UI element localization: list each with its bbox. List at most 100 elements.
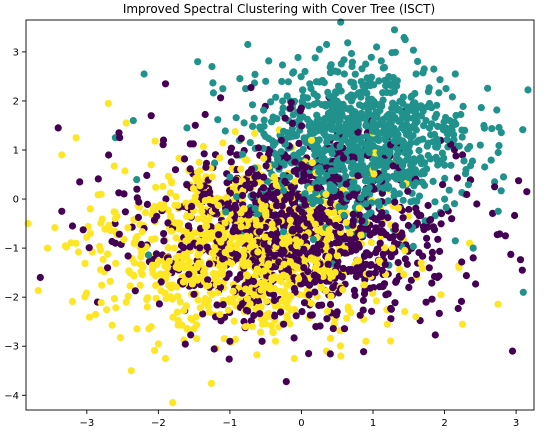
scatter-point-series-2 [169,399,177,407]
scatter-point-series-1 [293,152,301,160]
scatter-point-series-1 [391,114,399,122]
scatter-point-series-2 [367,238,375,246]
scatter-point-series-1 [373,43,381,51]
scatter-point-series-0 [403,260,411,268]
scatter-point-series-1 [357,109,365,117]
scatter-point-series-1 [401,36,409,44]
scatter-point-series-1 [351,136,359,144]
scatter-point-series-0 [217,317,225,325]
scatter-point-series-0 [326,350,334,358]
scatter-point-series-0 [349,210,357,218]
scatter-point-series-2 [160,201,168,209]
scatter-point-series-1 [415,192,424,200]
scatter-point-series-0 [187,331,195,339]
scatter-point-series-1 [487,156,495,164]
scatter-point-series-1 [320,146,328,154]
scatter-point-series-2 [147,323,155,331]
scatter-point-series-2 [278,297,286,305]
scatter-point-series-1 [442,85,450,93]
scatter-point-series-2 [241,323,250,331]
scatter-point-series-1 [362,60,370,68]
scatter-point-series-0 [203,243,211,251]
scatter-point-series-2 [193,262,201,270]
scatter-point-series-0 [301,233,309,241]
scatter-point-series-0 [280,196,289,204]
scatter-point-series-2 [106,277,114,285]
scatter-point-series-2 [268,220,276,228]
scatter-point-series-2 [183,212,191,221]
scatter-point-series-0 [191,121,199,129]
scatter-point-series-2 [230,317,238,325]
scatter-point-series-2 [172,234,180,242]
scatter-point-series-0 [336,223,344,232]
scatter-point-series-1 [376,149,384,157]
scatter-point-series-0 [54,124,62,132]
scatter-point-series-1 [431,113,439,121]
scatter-point-series-0 [284,265,292,273]
scatter-point-series-0 [425,264,433,272]
scatter-point-series-1 [379,89,387,97]
scatter-point-series-1 [140,70,148,78]
scatter-point-series-0 [437,210,446,218]
scatter-point-series-0 [516,256,525,264]
scatter-point-series-2 [110,295,118,303]
scatter-point-series-2 [370,170,378,178]
scatter-point-series-1 [278,61,287,69]
axes-frame [25,19,535,411]
scatter-point-series-1 [262,77,270,85]
scatter-point-series-1 [249,122,257,130]
scatter-point-series-0 [297,177,306,185]
scatter-point-series-2 [122,298,130,306]
x-tick-label: 0 [298,418,304,429]
scatter-point-series-1 [464,181,472,189]
scatter-point-series-0 [150,216,158,224]
scatter-point-series-1 [320,79,328,87]
scatter-point-series-0 [215,231,223,239]
scatter-point-series-0 [225,355,233,363]
scatter-point-series-2 [193,335,201,343]
scatter-point-series-0 [349,221,357,229]
scatter-point-series-1 [335,82,343,90]
scatter-point-series-0 [300,214,308,222]
scatter-point-series-2 [243,295,251,303]
scatter-point-series-0 [248,165,256,173]
scatter-point-series-0 [105,151,113,159]
scatter-point-series-0 [219,255,227,263]
scatter-point-series-0 [300,299,309,307]
scatter-point-series-1 [359,161,367,169]
scatter-point-series-0 [287,183,295,191]
scatter-point-series-1 [265,134,273,143]
scatter-point-series-1 [365,149,373,157]
scatter-point-series-2 [174,201,182,209]
scatter-point-series-1 [409,242,417,250]
scatter-point-series-1 [363,170,371,178]
scatter-point-series-2 [137,253,145,261]
scatter-point-series-1 [441,195,449,203]
scatter-point-series-0 [313,184,321,192]
scatter-point-series-2 [400,270,408,279]
scatter-point-series-2 [231,335,239,344]
scatter-point-series-1 [499,173,508,181]
scatter-point-series-1 [439,126,447,134]
scatter-point-series-0 [463,190,471,199]
scatter-point-series-2 [383,320,391,328]
scatter-point-series-1 [248,101,257,109]
y-tick-label: −1 [4,244,19,255]
scatter-point-series-1 [251,205,259,213]
scatter-point-series-0 [356,311,364,319]
scatter-point-series-2 [34,286,42,295]
scatter-point-series-2 [81,259,89,267]
scatter-point-series-1 [416,154,424,162]
scatter-point-series-2 [162,294,170,302]
scatter-point-series-0 [143,200,151,208]
scatter-point-series-2 [99,255,107,264]
scatter-point-series-0 [254,144,263,152]
scatter-point-series-2 [362,337,370,345]
scatter-point-series-2 [153,203,162,211]
scatter-point-series-0 [389,162,397,170]
scatter-point-series-0 [363,249,371,257]
scatter-point-series-1 [409,46,417,54]
scatter-point-series-2 [214,223,222,231]
scatter-point-series-0 [249,191,257,199]
scatter-point-series-2 [293,264,301,272]
